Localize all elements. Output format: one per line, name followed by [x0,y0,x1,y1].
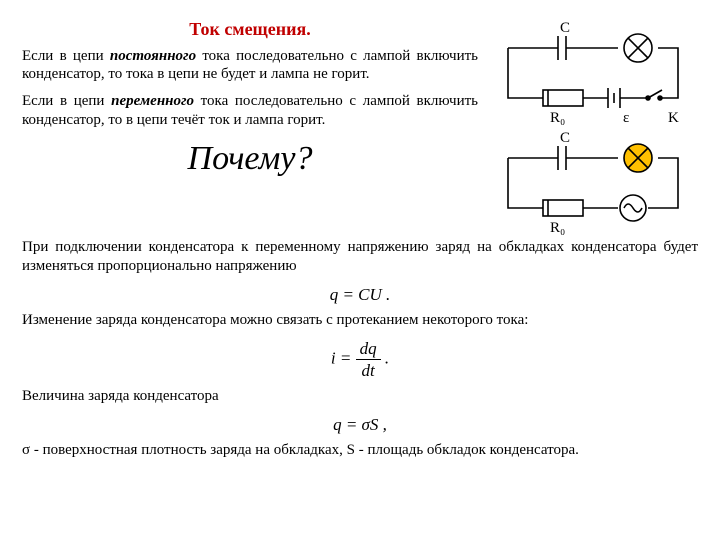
f2-num: dq [356,338,381,360]
paragraph-3: При подключении конденсатора к переменно… [22,238,698,276]
label-r0-1: R₀ [550,110,565,126]
label-c-2: C [560,130,570,146]
f2-dot: . [381,348,390,367]
paragraph-5: Величина заряда конденсатора [22,387,698,406]
formula-2: i = dqdt . [22,338,698,382]
formula-3: q = σS , [22,414,698,435]
paragraph-6: σ - поверхностная плотность заряда на об… [22,441,698,460]
f2-lhs: i = [331,348,356,367]
paragraph-2: Если в цепи переменного тока последовате… [22,92,478,130]
p2a: Если в цепи [22,93,111,109]
p1-em: постоянного [110,48,196,64]
p1a: Если в цепи [22,48,110,64]
paragraph-1: Если в цепи постоянного тока последовате… [22,47,478,85]
label-c-1: C [560,20,570,36]
circuit-ac [508,144,678,221]
circuit-diagrams: C R₀ ε K C R₀ [488,18,698,238]
why-heading: Почему? [22,138,478,181]
label-eps: ε [623,110,629,126]
page-title: Ток смещения. [22,18,478,41]
label-r0-2: R₀ [550,220,565,236]
circuit-dc [508,34,678,108]
p2-em: переменного [111,93,194,109]
f2-den: dt [356,360,381,381]
label-k: K [668,110,679,126]
paragraph-4: Изменение заряда конденсатора можно связ… [22,311,698,330]
formula-1: q = CU . [22,284,698,305]
